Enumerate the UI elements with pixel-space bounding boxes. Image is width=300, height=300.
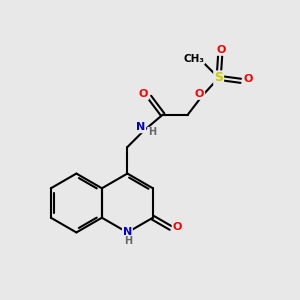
Text: CH₃: CH₃ [183,54,204,64]
Text: O: O [217,45,226,55]
Text: O: O [139,89,148,99]
Text: H: H [124,236,132,246]
Text: N: N [123,227,132,237]
Text: O: O [243,74,253,84]
Text: N: N [136,122,145,132]
Text: O: O [172,222,182,232]
Text: O: O [195,89,204,99]
Text: H: H [148,127,156,137]
Text: S: S [214,71,223,84]
